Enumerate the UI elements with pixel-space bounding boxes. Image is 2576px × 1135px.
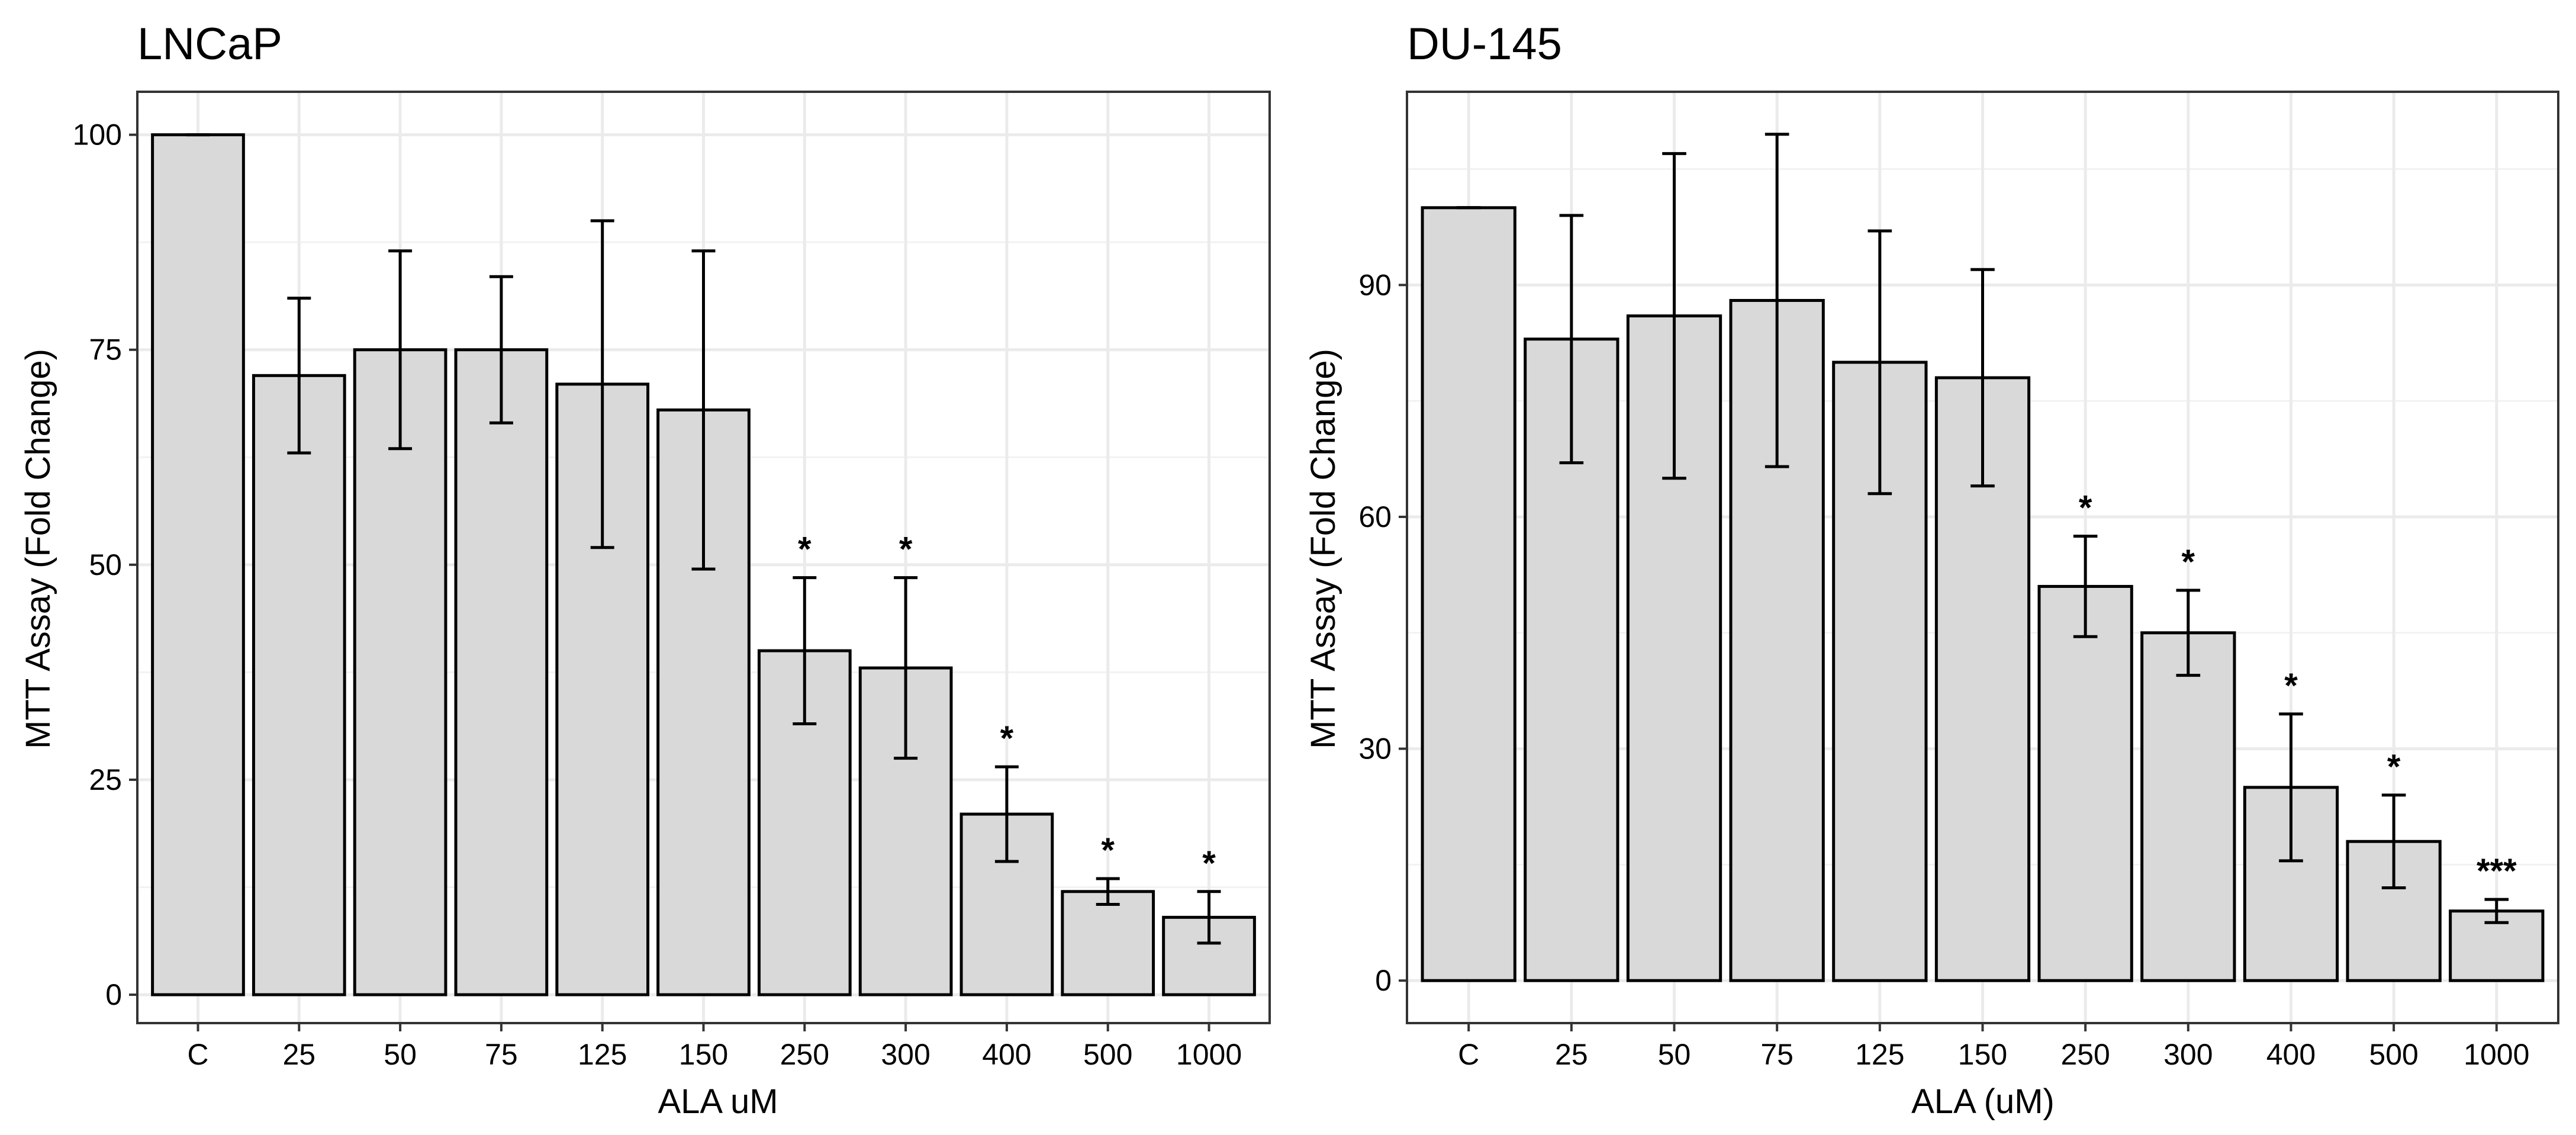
error-bar bbox=[287, 297, 311, 455]
bar bbox=[2243, 786, 2339, 982]
bar bbox=[353, 348, 447, 996]
error-bar bbox=[2279, 712, 2303, 863]
y-tick-label: 60 bbox=[1358, 500, 1392, 533]
x-tick-label: C bbox=[187, 1038, 208, 1071]
error-bar bbox=[1197, 890, 1221, 945]
bar bbox=[2140, 631, 2236, 982]
significance-marker: * bbox=[2182, 543, 2195, 581]
x-tick-label: 125 bbox=[1855, 1038, 1904, 1071]
x-tick-label: 400 bbox=[2266, 1038, 2316, 1071]
error-bar bbox=[489, 275, 513, 425]
panel-title: LNCaP bbox=[137, 19, 282, 69]
bar bbox=[1061, 890, 1155, 996]
error-bar bbox=[2176, 589, 2201, 677]
error-bar bbox=[1096, 877, 1120, 906]
x-tick-label: C bbox=[1458, 1038, 1479, 1071]
x-tick-label: 75 bbox=[1760, 1038, 1793, 1071]
error-bar bbox=[691, 249, 716, 571]
significance-marker: * bbox=[798, 530, 812, 569]
x-axis-title: ALA uM bbox=[658, 1082, 778, 1121]
error-bar bbox=[793, 576, 817, 726]
y-tick-label: 25 bbox=[89, 763, 122, 796]
y-tick-label: 50 bbox=[89, 548, 122, 581]
error-bar bbox=[1867, 229, 1892, 496]
panel-title: DU-145 bbox=[1407, 19, 1562, 69]
significance-marker: * bbox=[1101, 831, 1115, 870]
y-tick-label: 0 bbox=[1375, 964, 1392, 997]
significance-marker: * bbox=[2079, 489, 2092, 528]
bar bbox=[1421, 206, 1516, 982]
x-tick-label: 50 bbox=[1658, 1038, 1691, 1071]
y-tick-label: 30 bbox=[1358, 732, 1392, 766]
error-bar bbox=[2073, 535, 2098, 638]
bar bbox=[1162, 915, 1256, 996]
bar bbox=[2037, 584, 2133, 982]
y-axis-title: MTT Assay (Fold Change) bbox=[1304, 349, 1342, 749]
x-tick-label: 1000 bbox=[2464, 1038, 2529, 1071]
bar bbox=[454, 348, 549, 996]
x-tick-label: 75 bbox=[485, 1038, 518, 1071]
x-tick-label: 1000 bbox=[1176, 1038, 1242, 1071]
x-tick-label: 25 bbox=[282, 1038, 315, 1071]
error-bar bbox=[894, 576, 918, 760]
bar bbox=[858, 666, 953, 996]
y-tick-label: 0 bbox=[105, 978, 122, 1011]
error-bar bbox=[590, 219, 614, 549]
significance-marker: * bbox=[1202, 844, 1216, 883]
significance-marker: * bbox=[2284, 667, 2298, 705]
y-tick-label: 75 bbox=[89, 333, 122, 366]
error-bar bbox=[1559, 214, 1584, 465]
panel-lncap: LNCaP MTT Assay (Fold Change) ALA uM * **… bbox=[19, 19, 1271, 1121]
x-tick-label: 250 bbox=[2060, 1038, 2110, 1071]
error-bar bbox=[2484, 898, 2509, 924]
error-bar bbox=[2381, 793, 2406, 890]
x-tick-label: 500 bbox=[1083, 1038, 1132, 1071]
x-tick-label: 300 bbox=[881, 1038, 930, 1071]
significance-marker: * bbox=[1000, 719, 1014, 758]
error-bar bbox=[994, 765, 1019, 863]
x-tick-label: 250 bbox=[780, 1038, 829, 1071]
x-tick-label: 400 bbox=[982, 1038, 1031, 1071]
error-bar bbox=[1764, 133, 1789, 468]
bar bbox=[1832, 361, 1928, 982]
y-tick-label: 90 bbox=[1358, 268, 1392, 301]
y-axis-title: MTT Assay (Fold Change) bbox=[19, 349, 57, 749]
error-bar bbox=[1662, 152, 1686, 480]
error-bar bbox=[388, 249, 413, 451]
x-tick-label: 150 bbox=[1958, 1038, 2007, 1071]
bar bbox=[151, 133, 245, 996]
x-tick-label: 150 bbox=[679, 1038, 728, 1071]
y-tick-label: 100 bbox=[73, 118, 122, 152]
x-axis-title: ALA (uM) bbox=[1911, 1082, 2055, 1121]
x-tick-label: 300 bbox=[2163, 1038, 2213, 1071]
x-tick-label: 125 bbox=[578, 1038, 627, 1071]
significance-marker: *** bbox=[2477, 852, 2517, 890]
panel-du145: DU-145 MTT Assay (Fold Change) ALA (uM) … bbox=[1304, 19, 2559, 1121]
bar bbox=[252, 374, 346, 996]
x-tick-label: 50 bbox=[384, 1038, 417, 1071]
significance-marker: * bbox=[2387, 748, 2401, 786]
significance-marker: * bbox=[899, 530, 913, 569]
plot-area: * * * * * 0 25 50 75 100 C 25 50 75 125 150 250 300 400 500… bbox=[73, 91, 1271, 1071]
x-tick-label: 500 bbox=[2369, 1038, 2418, 1071]
error-bar bbox=[1970, 268, 1995, 488]
x-tick-label: 25 bbox=[1555, 1038, 1588, 1071]
